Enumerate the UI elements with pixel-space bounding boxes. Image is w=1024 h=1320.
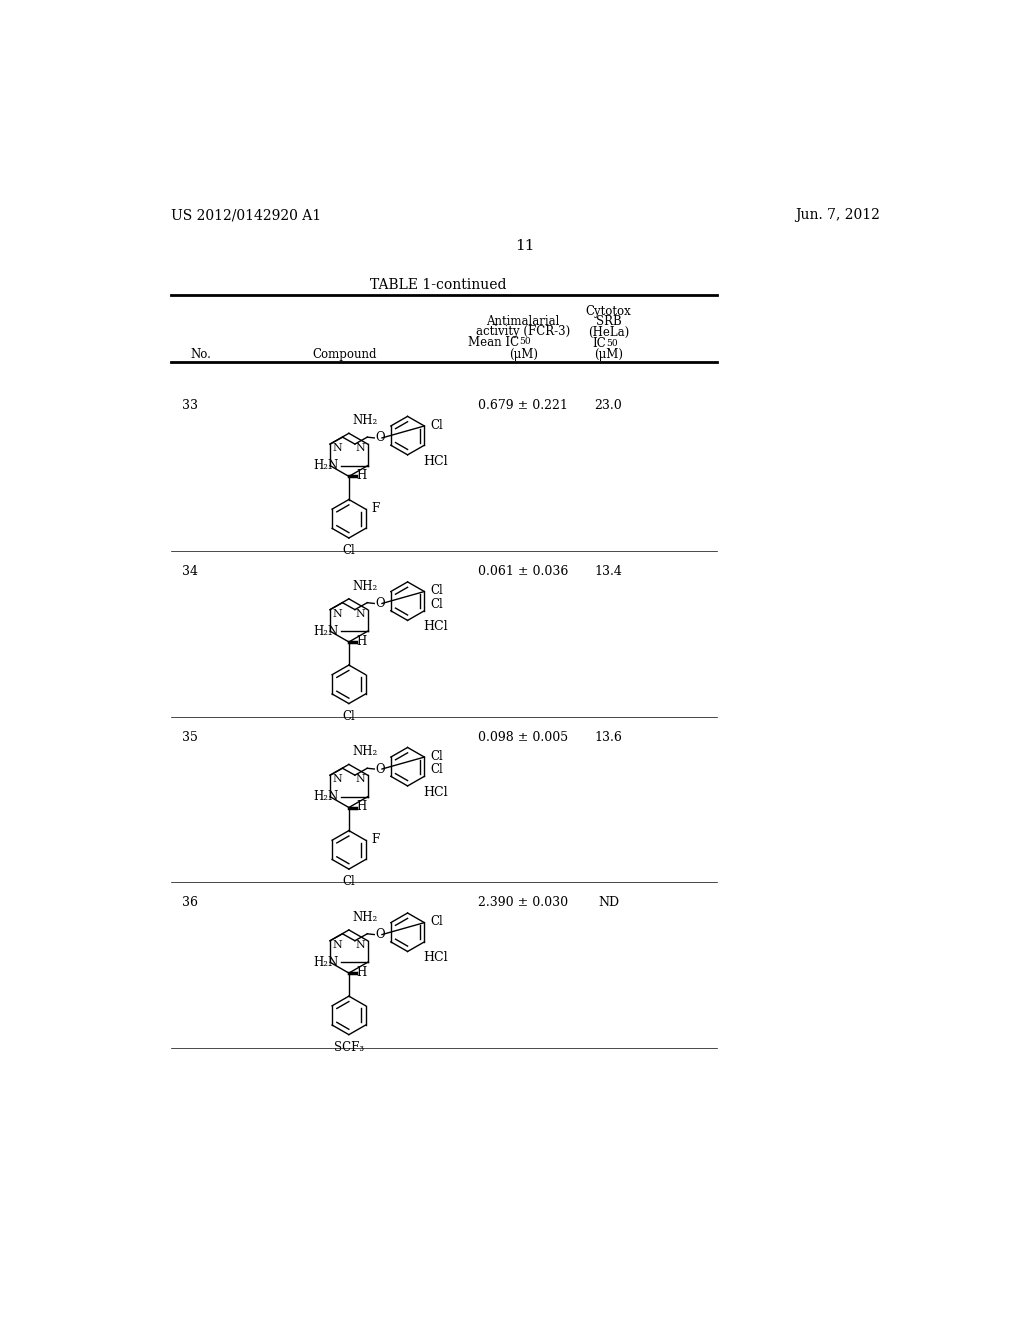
Text: H: H <box>356 800 367 813</box>
Text: 13.4: 13.4 <box>595 565 623 578</box>
Text: US 2012/0142920 A1: US 2012/0142920 A1 <box>171 209 321 223</box>
Text: Cl: Cl <box>342 710 355 723</box>
Text: Antimalarial: Antimalarial <box>486 315 560 329</box>
Text: Cl: Cl <box>430 583 442 597</box>
Text: Cl: Cl <box>430 750 442 763</box>
Text: NH₂: NH₂ <box>352 911 377 924</box>
Text: 50: 50 <box>606 339 617 347</box>
Text: 34: 34 <box>182 565 199 578</box>
Text: H₂N: H₂N <box>313 459 339 473</box>
Text: N: N <box>355 775 365 784</box>
Text: HCl: HCl <box>423 455 447 467</box>
Text: (HeLa): (HeLa) <box>588 326 629 339</box>
Text: 23.0: 23.0 <box>595 400 623 412</box>
Text: H: H <box>356 966 367 979</box>
Text: activity (FCR-3): activity (FCR-3) <box>476 326 570 338</box>
Text: 0.679 ± 0.221: 0.679 ± 0.221 <box>478 400 568 412</box>
Text: F: F <box>372 833 380 846</box>
Text: 13.6: 13.6 <box>595 730 623 743</box>
Text: HCl: HCl <box>423 785 447 799</box>
Text: 0.098 ± 0.005: 0.098 ± 0.005 <box>478 730 568 743</box>
Text: 2.390 ± 0.030: 2.390 ± 0.030 <box>478 896 568 909</box>
Text: TABLE 1-continued: TABLE 1-continued <box>370 277 506 292</box>
Text: Cytotox: Cytotox <box>586 305 632 318</box>
Text: O: O <box>375 763 385 776</box>
Text: ND: ND <box>598 896 620 909</box>
Text: NH₂: NH₂ <box>352 746 377 758</box>
Text: Compound: Compound <box>312 348 377 360</box>
Text: Cl: Cl <box>342 875 355 888</box>
Text: N: N <box>333 609 342 619</box>
Text: HCl: HCl <box>423 620 447 634</box>
Text: 50: 50 <box>519 337 531 346</box>
Text: IC: IC <box>593 337 606 350</box>
Text: Cl: Cl <box>342 544 355 557</box>
Text: SCF₃: SCF₃ <box>334 1040 364 1053</box>
Text: No.: No. <box>190 348 211 360</box>
Text: N: N <box>333 775 342 784</box>
Text: F: F <box>372 502 380 515</box>
Text: 11: 11 <box>515 239 535 253</box>
Text: 0.061 ± 0.036: 0.061 ± 0.036 <box>478 565 568 578</box>
Text: Mean IC: Mean IC <box>468 335 519 348</box>
Text: H₂N: H₂N <box>313 791 339 804</box>
Text: Jun. 7, 2012: Jun. 7, 2012 <box>795 209 880 223</box>
Text: H₂N: H₂N <box>313 956 339 969</box>
Text: (μM): (μM) <box>509 348 538 360</box>
Text: O: O <box>375 928 385 941</box>
Text: Cl: Cl <box>430 763 442 776</box>
Text: NH₂: NH₂ <box>352 579 377 593</box>
Text: Cl: Cl <box>430 418 442 432</box>
Text: H: H <box>356 635 367 648</box>
Text: N: N <box>333 940 342 950</box>
Text: NH₂: NH₂ <box>352 414 377 428</box>
Text: N: N <box>355 940 365 950</box>
Text: N: N <box>333 444 342 453</box>
Text: HCl: HCl <box>423 952 447 965</box>
Text: N: N <box>355 609 365 619</box>
Text: 36: 36 <box>182 896 199 909</box>
Text: Cl: Cl <box>430 915 442 928</box>
Text: 35: 35 <box>182 730 198 743</box>
Text: (μM): (μM) <box>594 348 623 360</box>
Text: Cl: Cl <box>430 598 442 611</box>
Text: H₂N: H₂N <box>313 624 339 638</box>
Text: SRB: SRB <box>596 315 622 329</box>
Text: N: N <box>355 444 365 453</box>
Text: O: O <box>375 597 385 610</box>
Text: O: O <box>375 432 385 445</box>
Text: H: H <box>356 469 367 482</box>
Text: 33: 33 <box>182 400 199 412</box>
